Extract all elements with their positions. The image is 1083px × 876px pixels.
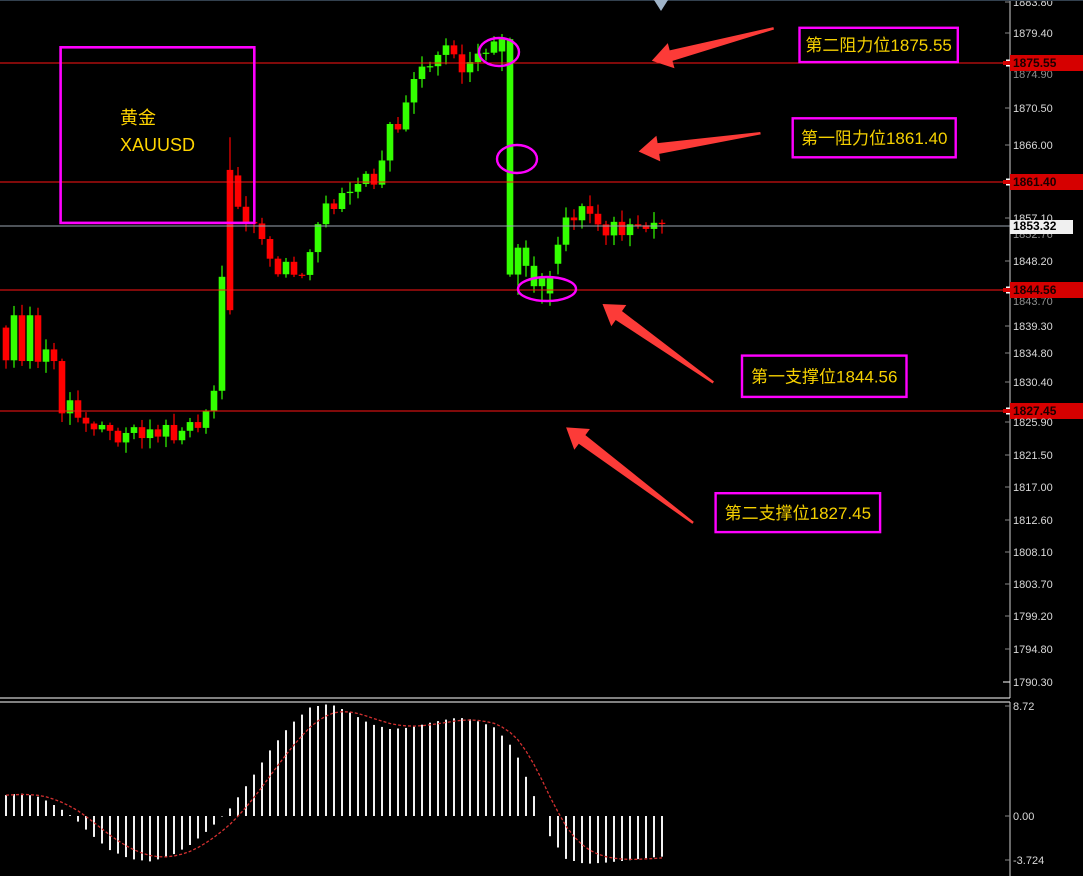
svg-text:0.00: 0.00: [1013, 811, 1034, 823]
svg-text:1830.40: 1830.40: [1013, 377, 1053, 389]
svg-text:XAUUSD: XAUUSD: [120, 135, 195, 155]
svg-text:第一阻力位1861.40: 第一阻力位1861.40: [801, 129, 947, 148]
svg-text:1844.56: 1844.56: [1013, 283, 1057, 297]
svg-text:1853.32: 1853.32: [1013, 219, 1057, 233]
svg-text:8.72: 8.72: [1013, 701, 1034, 713]
svg-text:黄金: 黄金: [120, 108, 156, 128]
svg-text:1799.20: 1799.20: [1013, 611, 1053, 623]
svg-text:1866.00: 1866.00: [1013, 140, 1053, 152]
svg-text:1821.50: 1821.50: [1013, 450, 1053, 462]
svg-text:1834.80: 1834.80: [1013, 348, 1053, 360]
svg-text:第一支撑位1844.56: 第一支撑位1844.56: [751, 367, 897, 386]
svg-text:1794.80: 1794.80: [1013, 644, 1053, 656]
svg-text:1812.60: 1812.60: [1013, 515, 1053, 527]
svg-text:1875.55: 1875.55: [1013, 56, 1057, 70]
svg-text:第二支撑位1827.45: 第二支撑位1827.45: [725, 504, 871, 523]
svg-text:1848.20: 1848.20: [1013, 256, 1053, 268]
svg-text:1790.30: 1790.30: [1013, 677, 1053, 689]
svg-text:1827.45: 1827.45: [1013, 404, 1057, 418]
svg-text:-3.724: -3.724: [1013, 855, 1044, 867]
svg-text:1861.40: 1861.40: [1013, 175, 1057, 189]
svg-text:1817.00: 1817.00: [1013, 482, 1053, 494]
svg-text:1808.10: 1808.10: [1013, 547, 1053, 559]
svg-text:1870.50: 1870.50: [1013, 103, 1053, 115]
svg-text:1803.70: 1803.70: [1013, 579, 1053, 591]
svg-text:1825.90: 1825.90: [1013, 417, 1053, 429]
svg-text:1879.40: 1879.40: [1013, 28, 1053, 40]
svg-text:第二阻力位1875.55: 第二阻力位1875.55: [805, 36, 951, 55]
svg-text:1883.80: 1883.80: [1013, 0, 1053, 9]
svg-text:1839.30: 1839.30: [1013, 321, 1053, 333]
